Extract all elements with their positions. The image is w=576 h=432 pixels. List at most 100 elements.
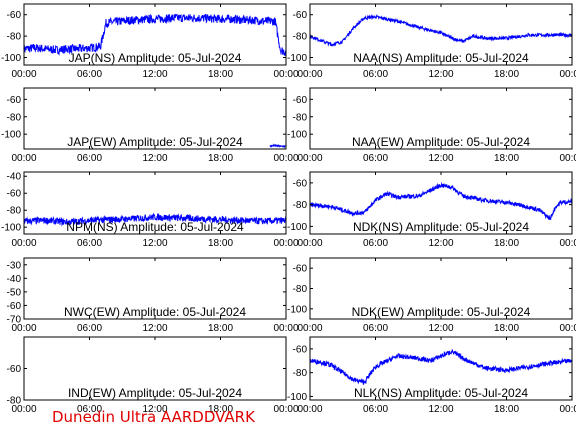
series-line — [23, 212, 287, 227]
chart-title: NWC(EW) Amplitude: 05-Jul-2024 — [64, 305, 246, 319]
x-tick-label: 00:00 — [297, 69, 322, 80]
x-tick-label: 00:00 — [273, 404, 298, 415]
x-tick-label: 06:00 — [77, 404, 102, 415]
x-tick-label: 06:00 — [363, 323, 388, 334]
y-tick-label: -100 — [287, 392, 307, 403]
chart-title: NDK(NS) Amplitude: 05-Jul-2024 — [353, 220, 529, 234]
x-tick-label: 06:00 — [363, 404, 388, 415]
y-tick-label: -100 — [287, 130, 307, 141]
x-tick-label: 06:00 — [363, 153, 388, 164]
x-tick-label: 00:00 — [273, 323, 298, 334]
y-tick-label: -100 — [287, 222, 307, 233]
x-tick-label: 12:00 — [428, 69, 453, 80]
y-tick-label: -80 — [293, 368, 308, 379]
chart-panel-3: 00:00 06:00 12:00 18:00 00:00 -60 -80 -100 JAP(E… — [1, 87, 299, 164]
x-tick-label: 18:00 — [208, 69, 233, 80]
x-tick-label: 00:00 — [559, 153, 576, 164]
chart-panel-6: 00:00 06:00 12:00 18:00 00:00 -60 -80 -100 NDK(N… — [287, 171, 576, 249]
x-tick-label: 00:00 — [11, 404, 36, 415]
x-tick-label: 18:00 — [494, 153, 519, 164]
chart-title: JAP(NS) Amplitude: 05-Jul-2024 — [69, 51, 242, 65]
x-tick-label: 00:00 — [559, 238, 576, 249]
y-tick-label: -60 — [7, 189, 22, 200]
series-line — [269, 143, 287, 149]
y-tick-label: -80 — [7, 206, 22, 217]
y-tick-label: -60 — [293, 10, 308, 21]
chart-panel-2: 00:00 06:00 12:00 18:00 00:00 -60 -80 -100 NAA(N… — [287, 3, 576, 80]
y-tick-label: -100 — [287, 304, 307, 315]
y-tick-label: -100 — [1, 223, 21, 234]
chart-title: NDK(EW) Amplitude: 05-Jul-2024 — [352, 305, 531, 319]
x-tick-label: 12:00 — [428, 153, 453, 164]
chart-panel-10: 00:00 06:00 12:00 18:00 00:00 -60 -80 -100 NLK(N… — [287, 336, 576, 415]
x-tick-label: 12:00 — [142, 69, 167, 80]
x-tick-label: 00:00 — [297, 323, 322, 334]
chart-title: NAA(NS) Amplitude: 05-Jul-2024 — [353, 51, 529, 65]
x-tick-label: 06:00 — [77, 69, 102, 80]
x-tick-label: 00:00 — [559, 69, 576, 80]
x-tick-label: 18:00 — [494, 404, 519, 415]
x-tick-label: 12:00 — [428, 404, 453, 415]
chart-panel-1: 00:00 06:00 12:00 18:00 00:00 -60 -80 -100 JAP(N… — [1, 3, 299, 80]
x-tick-label: 12:00 — [428, 238, 453, 249]
chart-panel-7: 00:00 06:00 12:00 18:00 00:00 -30 -40 -50 -60 -70… — [7, 257, 299, 334]
x-tick-label: 06:00 — [363, 238, 388, 249]
x-tick-label: 00:00 — [11, 153, 36, 164]
chart-panel-5: 00:00 06:00 12:00 18:00 00:00 -40 -60 -80 -100 NP… — [1, 171, 299, 249]
x-tick-label: 06:00 — [363, 69, 388, 80]
x-tick-label: 00:00 — [11, 238, 36, 249]
x-tick-label: 06:00 — [77, 238, 102, 249]
series-line — [309, 13, 573, 47]
y-tick-label: -60 — [293, 344, 308, 355]
x-tick-label: 06:00 — [77, 323, 102, 334]
y-tick-label: -80 — [7, 396, 22, 407]
x-tick-label: 06:00 — [77, 153, 102, 164]
x-tick-label: 00:00 — [11, 69, 36, 80]
x-tick-label: 12:00 — [142, 323, 167, 334]
chart-title: NAA(EW) Amplitude: 05-Jul-2024 — [352, 135, 530, 149]
y-tick-label: -80 — [7, 112, 22, 123]
x-tick-label: 12:00 — [428, 323, 453, 334]
y-tick-label: -60 — [7, 95, 22, 106]
x-tick-label: 18:00 — [208, 323, 233, 334]
y-tick-label: -60 — [293, 178, 308, 189]
y-tick-label: -80 — [293, 284, 308, 295]
x-tick-label: 18:00 — [494, 323, 519, 334]
x-tick-label: 12:00 — [142, 238, 167, 249]
y-tick-label: -60 — [293, 95, 308, 106]
x-tick-label: 18:00 — [208, 238, 233, 249]
x-tick-label: 12:00 — [142, 404, 167, 415]
y-tick-label: -30 — [7, 260, 22, 271]
y-tick-label: -80 — [293, 200, 308, 211]
chart-title: JAP(EW) Amplitude: 05-Jul-2024 — [67, 135, 243, 149]
x-tick-label: 00:00 — [297, 153, 322, 164]
chart-panel-4: 00:00 06:00 12:00 18:00 00:00 -60 -80 -100 NAA(E… — [287, 87, 576, 164]
x-tick-label: 00:00 — [273, 153, 298, 164]
chart-title: NLK(NS) Amplitude: 05-Jul-2024 — [354, 386, 528, 400]
y-tick-label: -70 — [7, 315, 22, 326]
y-tick-label: -60 — [7, 10, 22, 21]
x-tick-label: 00:00 — [273, 69, 298, 80]
footer-credit: Dunedin Ultra AARDDVARK — [52, 408, 255, 426]
chart-title: NPM(NS) Amplitude: 05-Jul-2024 — [66, 220, 244, 234]
y-tick-label: -80 — [293, 112, 308, 123]
series-line — [23, 13, 287, 57]
series-line — [309, 181, 573, 220]
y-tick-label: -60 — [7, 301, 22, 312]
y-tick-label: -40 — [7, 172, 22, 183]
y-tick-label: -80 — [293, 32, 308, 43]
x-tick-label: 18:00 — [208, 153, 233, 164]
x-tick-label: 12:00 — [142, 153, 167, 164]
y-tick-label: -50 — [7, 287, 22, 298]
chart-title: IND(EW) Amplitude: 05-Jul-2024 — [68, 386, 242, 400]
x-tick-label: 00:00 — [273, 238, 298, 249]
x-tick-label: 00:00 — [11, 323, 36, 334]
y-tick-label: -80 — [7, 32, 22, 43]
x-tick-label: 18:00 — [494, 69, 519, 80]
y-tick-label: -60 — [7, 364, 22, 375]
x-tick-label: 00:00 — [559, 323, 576, 334]
x-tick-label: 00:00 — [559, 404, 576, 415]
series-line — [309, 349, 573, 385]
y-tick-label: -100 — [1, 53, 21, 64]
